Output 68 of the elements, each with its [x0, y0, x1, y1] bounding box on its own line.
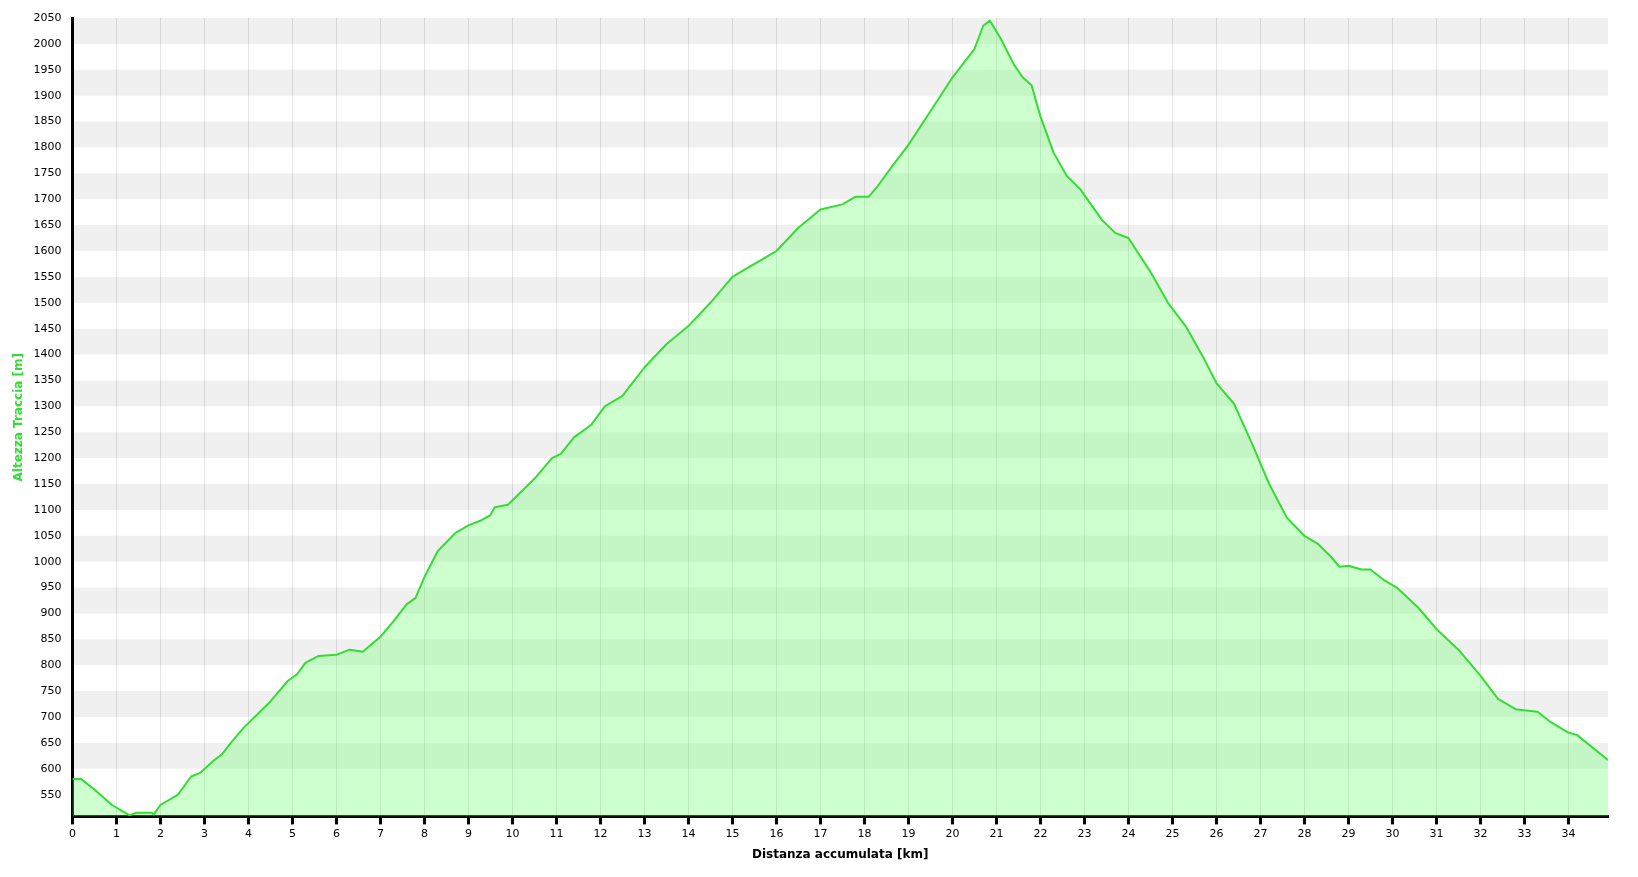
x-tick-label: 3 — [200, 826, 208, 840]
y-tick-label: 1200 — [33, 450, 62, 464]
y-tick-label: 700 — [40, 709, 62, 723]
y-tick-label: 1550 — [33, 269, 62, 283]
y-tick-label: 1850 — [33, 114, 62, 128]
x-tick-label: 10 — [505, 826, 520, 840]
y-tick-label: 1900 — [33, 88, 62, 102]
x-tick-label: 8 — [420, 826, 428, 840]
y-tick-label: 1950 — [33, 62, 62, 76]
x-tick-label: 21 — [989, 826, 1004, 840]
x-tick-label: 4 — [244, 826, 252, 840]
y-tick-label: 850 — [40, 632, 62, 646]
x-tick-label: 14 — [681, 826, 696, 840]
y-tick-label: 750 — [40, 683, 62, 697]
x-tick-label: 23 — [1077, 826, 1092, 840]
y-tick-label: 800 — [40, 658, 62, 672]
x-tick-label: 11 — [549, 826, 564, 840]
x-tick-label: 22 — [1033, 826, 1048, 840]
x-tick-label: 31 — [1429, 826, 1444, 840]
x-tick-label: 16 — [769, 826, 784, 840]
x-tick-label: 33 — [1517, 826, 1532, 840]
x-tick-label: 27 — [1253, 826, 1268, 840]
x-tick-label: 24 — [1121, 826, 1136, 840]
x-tick-label: 30 — [1385, 826, 1400, 840]
y-tick-label: 1700 — [33, 192, 62, 206]
y-tick-label: 1800 — [33, 140, 62, 154]
x-tick-label: 20 — [945, 826, 960, 840]
x-tick-label: 5 — [288, 826, 296, 840]
y-tick-label: 550 — [40, 787, 62, 801]
y-tick-label: 950 — [40, 580, 62, 594]
x-tick-label: 6 — [332, 826, 340, 840]
x-tick-label: 28 — [1297, 826, 1312, 840]
y-tick-label: 1450 — [33, 321, 62, 335]
x-tick-label: 17 — [813, 826, 828, 840]
y-tick-label: 1500 — [33, 295, 62, 309]
y-tick-label: 1050 — [33, 528, 62, 542]
x-tick-label: 25 — [1165, 826, 1180, 840]
y-tick-label: 1650 — [33, 217, 62, 231]
x-tick-label: 34 — [1561, 826, 1576, 840]
y-tick-label: 1600 — [33, 243, 62, 257]
x-tick-label: 1 — [112, 826, 120, 840]
x-axis-title: Distanza accumulata [km] — [751, 846, 929, 861]
x-tick-label: 7 — [376, 826, 384, 840]
x-tick-label: 19 — [901, 826, 916, 840]
y-tick-label: 600 — [40, 761, 62, 775]
y-tick-label: 1350 — [33, 373, 62, 387]
y-tick-label: 1400 — [33, 347, 62, 361]
y-tick-label: 1150 — [33, 476, 62, 490]
x-tick-label: 32 — [1473, 826, 1488, 840]
y-tick-label: 900 — [40, 606, 62, 620]
x-tick-label: 2 — [156, 826, 164, 840]
x-tick-label: 0 — [68, 826, 76, 840]
y-tick-label: 650 — [40, 735, 62, 749]
x-tick-label: 13 — [637, 826, 652, 840]
x-tick-label: 12 — [593, 826, 608, 840]
y-tick-label: 1750 — [33, 166, 62, 180]
y-tick-label: 1000 — [33, 554, 62, 568]
x-tick-label: 26 — [1209, 826, 1224, 840]
x-tick-label: 29 — [1341, 826, 1356, 840]
y-tick-label: 1300 — [33, 399, 62, 413]
y-axis-title: Altezza Traccia [m] — [11, 352, 26, 482]
x-tick-label: 9 — [464, 826, 472, 840]
y-tick-label: 2000 — [33, 36, 62, 50]
y-tick-label: 2050 — [33, 10, 62, 24]
x-tick-label: 15 — [725, 826, 740, 840]
y-tick-label: 1100 — [33, 502, 62, 516]
y-tick-label: 1250 — [33, 425, 62, 439]
x-tick-label: 18 — [857, 826, 872, 840]
